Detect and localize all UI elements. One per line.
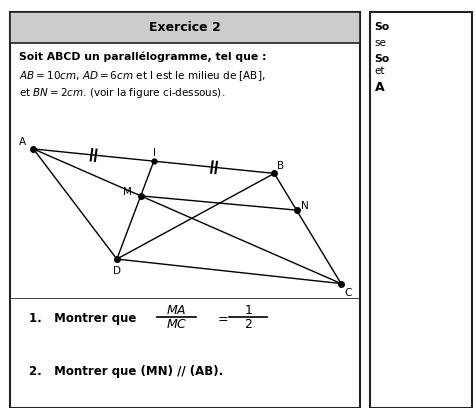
Bar bbox=[369, 12, 471, 408]
Text: $AB = 10cm$, $AD = 6cm$ et I est le milieu de [AB],: $AB = 10cm$, $AD = 6cm$ et I est le mili… bbox=[19, 69, 265, 83]
Text: 1.   Montrer que: 1. Montrer que bbox=[29, 312, 140, 325]
Text: et: et bbox=[374, 67, 384, 76]
Text: N: N bbox=[301, 201, 308, 211]
Text: So: So bbox=[374, 54, 389, 64]
Text: D: D bbox=[113, 266, 120, 275]
Text: A: A bbox=[374, 81, 383, 94]
Text: et $BN = 2cm$. (voir la figure ci-dessous).: et $BN = 2cm$. (voir la figure ci-dessou… bbox=[19, 86, 225, 100]
Text: $= \,$: $= \,$ bbox=[214, 311, 228, 324]
Bar bbox=[10, 12, 359, 408]
Text: I: I bbox=[153, 148, 156, 158]
Text: $2$: $2$ bbox=[243, 318, 252, 331]
Text: $1$: $1$ bbox=[243, 304, 252, 317]
Text: A: A bbox=[20, 137, 26, 146]
Text: C: C bbox=[343, 288, 351, 297]
Text: $MA$: $MA$ bbox=[166, 304, 186, 317]
Text: Soit ABCD un parallélogramme, tel que :: Soit ABCD un parallélogramme, tel que : bbox=[19, 51, 266, 62]
Text: So: So bbox=[374, 22, 389, 31]
Text: 2.   Montrer que (MN) // (AB).: 2. Montrer que (MN) // (AB). bbox=[29, 365, 222, 378]
Text: M: M bbox=[123, 187, 131, 197]
Text: se: se bbox=[374, 38, 386, 48]
Text: Exercice 2: Exercice 2 bbox=[149, 21, 220, 34]
Text: $MC$: $MC$ bbox=[165, 318, 187, 331]
Text: B: B bbox=[277, 161, 284, 171]
Bar bbox=[10, 12, 359, 43]
